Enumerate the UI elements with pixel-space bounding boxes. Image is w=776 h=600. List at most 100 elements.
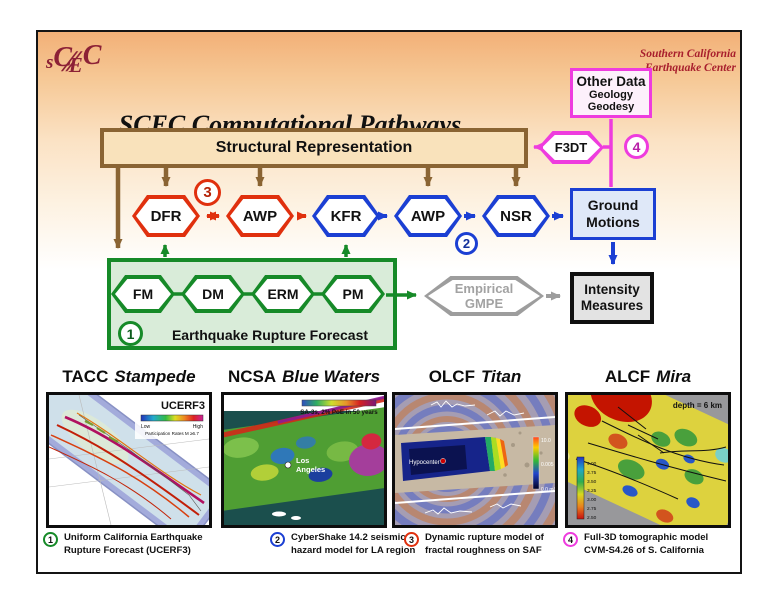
caption-line: CVM-S4.26 of S. California xyxy=(584,544,704,556)
hex-erm: ERM xyxy=(251,275,315,313)
fault-lines xyxy=(575,406,727,500)
cb-tick: 3.50 xyxy=(587,479,597,485)
caption-line: Uniform California Earthquake xyxy=(64,532,203,543)
other-data-geology: Geology xyxy=(588,88,633,101)
city-marker xyxy=(284,461,292,469)
caption-badge-4: 4 xyxy=(563,532,578,547)
panel-machine: Titan xyxy=(480,367,522,386)
panel-image-ucerf3: UCERF3 Low High Participation Rates M ≥6… xyxy=(46,392,212,528)
hex-dfr: DFR xyxy=(132,195,200,237)
scec-logo: sC//EC xyxy=(46,40,102,79)
box-other-data: Other Data Geology Geodesy xyxy=(570,68,652,118)
gmpe-label: Empirical GMPE xyxy=(454,281,514,311)
island xyxy=(291,516,301,520)
pm-label: PM xyxy=(342,286,364,302)
cb-tick: 3.00 xyxy=(587,497,597,503)
panel-org: NCSA xyxy=(227,367,277,386)
tomography-map xyxy=(568,395,728,525)
awp-red-label: AWP xyxy=(242,207,278,225)
caption-badge-1: 1 xyxy=(43,532,58,547)
panel-machine: Stampede xyxy=(114,367,196,386)
city-label-1: Los xyxy=(296,456,309,465)
awp-blue-label: AWP xyxy=(410,207,446,225)
kfr-label: KFR xyxy=(330,207,362,225)
cb-mid: 0.005 xyxy=(541,462,554,468)
caption-tomography: 4 Full-3D tomographic model CVM-S4.26 of… xyxy=(563,532,708,557)
structural-representation-label: Structural Representation xyxy=(215,139,413,156)
vs-colorbar: 4.00 3.75 3.50 3.25 3.00 2.75 2.50 xyxy=(576,456,597,521)
logo-letter: E xyxy=(68,53,83,77)
caption-line: CyberShake 14.2 seismic xyxy=(291,532,406,543)
ucerf3-legend: UCERF3 Low High Participation Rates M ≥6… xyxy=(135,397,207,439)
box-ground-motions: Ground Motions xyxy=(570,188,656,240)
fault-traces xyxy=(49,412,205,520)
other-data-geodesy: Geodesy xyxy=(587,100,635,113)
logo-letter: C xyxy=(53,42,73,73)
legend-high: High xyxy=(193,424,204,430)
cb-min: 0.0 m/s xyxy=(541,487,555,493)
panel-image-cybershake: SA-3s, 2% PoE in 50 years Los Angeles xyxy=(221,392,387,528)
panel-org: OLCF xyxy=(428,367,475,386)
legend-title: UCERF3 xyxy=(161,400,205,412)
hex-nsr: NSR xyxy=(482,195,550,237)
org-name: Southern California Earthquake Center xyxy=(640,48,736,75)
caption-line: Full-3D tomographic model xyxy=(584,532,709,543)
hex-pm: PM xyxy=(321,275,385,313)
intensity-line1: Intensity xyxy=(584,282,640,297)
fault-trace-line xyxy=(395,416,555,430)
hex-f3dt: F3DT xyxy=(538,131,604,164)
caption-line: Dynamic rupture model of xyxy=(425,532,544,543)
cb-tick: 3.25 xyxy=(587,488,597,494)
caption-badge-2: 2 xyxy=(270,532,285,547)
caption-text: Full-3D tomographic model CVM-S4.26 of S… xyxy=(584,532,708,557)
caption-badge-3: 3 xyxy=(404,532,419,547)
hazard-map xyxy=(224,395,384,511)
caption-line: Rupture Forecast (UCERF3) xyxy=(64,544,191,556)
panel-title-ncsa: NCSA Blue Waters xyxy=(221,366,387,388)
hex-fm: FM xyxy=(111,275,175,313)
legend-low: Low xyxy=(141,424,151,430)
panel-image-tomography: depth = 6 km 4.00 3.75 3.50 3.25 3.00 2.… xyxy=(565,392,731,528)
ground-motions-line1: Ground xyxy=(587,197,639,213)
box-intensity-measures: Intensity Measures xyxy=(570,272,654,324)
panel-title-alcf: ALCF Mira xyxy=(565,366,731,388)
fm-label: FM xyxy=(132,286,154,302)
rupture-front-rainbow xyxy=(485,437,508,471)
hex-kfr: KFR xyxy=(312,195,380,237)
dfr-label: DFR xyxy=(150,207,182,225)
hex-dm: DM xyxy=(181,275,245,313)
cb-tick: 3.75 xyxy=(587,470,597,476)
panel-title-olcf: OLCF Titan xyxy=(392,366,558,388)
hypocenter-marker xyxy=(440,458,446,464)
hex-empirical-gmpe: Empirical GMPE xyxy=(424,276,544,316)
city-label-2: Angeles xyxy=(296,465,325,474)
panel-image-rupture: Hypocenter 10.0 0.005 0.0 m/s xyxy=(392,392,558,528)
caption-line: hazard model for LA region xyxy=(291,544,416,556)
badge-2: 2 xyxy=(455,232,478,255)
hex-awp-blue: AWP xyxy=(394,195,462,237)
logo-letter: s xyxy=(46,52,54,73)
panel-machine: Blue Waters xyxy=(282,367,381,386)
dm-label: DM xyxy=(202,286,224,302)
erm-label: ERM xyxy=(267,286,299,302)
caption-ucerf3: 1 Uniform California Earthquake Rupture … xyxy=(43,532,203,557)
caption-text: Dynamic rupture model of fractal roughne… xyxy=(425,532,544,557)
panel-title-tacc: TACC Stampede xyxy=(46,366,212,388)
fault-trace-line xyxy=(395,490,555,504)
caption-text: CyberShake 14.2 seismic hazard model for… xyxy=(291,532,415,557)
badge-4: 4 xyxy=(624,134,649,159)
panel-org: ALCF xyxy=(604,367,651,386)
caption-rupture: 3 Dynamic rupture model of fractal rough… xyxy=(404,532,544,557)
velocity-colorbar: 10.0 0.005 0.0 m/s xyxy=(532,436,555,493)
legend-caption: Participation Rates M ≥6.7 xyxy=(145,431,199,436)
logo-letter: C xyxy=(82,40,102,71)
badge-1: 1 xyxy=(118,321,143,346)
panel-machine: Mira xyxy=(656,367,692,386)
caption-line: fractal roughness on SAF xyxy=(425,544,542,556)
nsr-label: NSR xyxy=(500,207,532,225)
cb-max: 10.0 xyxy=(541,438,551,444)
cb-tick: 4.00 xyxy=(587,461,597,467)
erf-label: Earthquake Rupture Forecast xyxy=(171,327,369,343)
badge-3: 3 xyxy=(194,179,221,206)
